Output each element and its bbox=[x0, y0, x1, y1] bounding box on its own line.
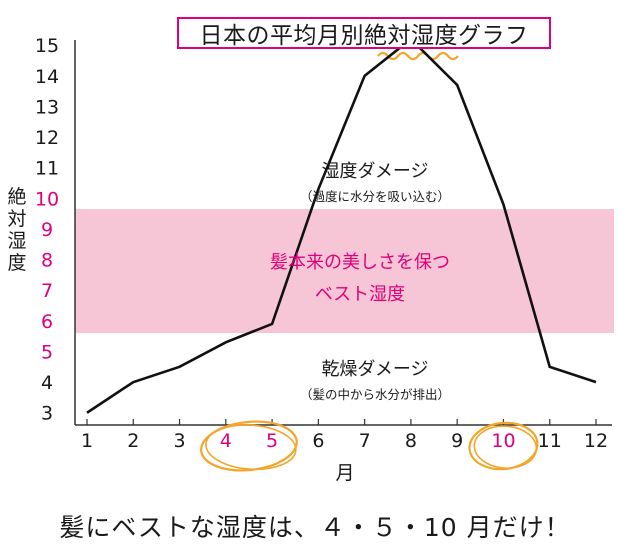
chart-title: 日本の平均月別絶対湿度グラフ bbox=[177, 17, 551, 49]
x-tick-label: 4 bbox=[220, 430, 232, 452]
y-tick-label: 15 bbox=[35, 35, 59, 57]
x-tick-label: 9 bbox=[451, 430, 463, 452]
x-tick-label: 5 bbox=[266, 430, 278, 452]
y-tick-label: 6 bbox=[41, 311, 53, 333]
best-humidity-band-line-2: ベスト湿度 bbox=[314, 284, 406, 305]
y-tick-label: 14 bbox=[35, 66, 59, 88]
y-axis-label: 絶対湿度 bbox=[7, 186, 27, 274]
footer-caption: 髪にベストな湿度は、４・５・10 月だけ！ bbox=[59, 513, 571, 542]
best-humidity-band bbox=[75, 209, 614, 334]
y-tick-label: 13 bbox=[35, 96, 59, 118]
annotation-dryness-damage-note: （髪の中から水分が排出） bbox=[299, 387, 450, 402]
y-tick-label: 11 bbox=[35, 158, 59, 180]
x-tick-label: 2 bbox=[127, 430, 139, 452]
highlight-circle-apr-may-stroke-2 bbox=[205, 424, 297, 471]
annotation-humidity-damage: 湿度ダメージ （過度に水分を吸い込む） bbox=[280, 157, 470, 205]
x-tick-label: 8 bbox=[405, 430, 417, 452]
x-tick-label: 7 bbox=[359, 430, 371, 452]
y-tick-label: 7 bbox=[41, 280, 53, 302]
humidity-series-line bbox=[86, 37, 597, 414]
title-wavy-underline bbox=[377, 51, 459, 61]
x-tick-label: 1 bbox=[81, 430, 93, 452]
best-humidity-band-line-1: 髪本来の美しさを保つ bbox=[270, 252, 450, 273]
highlight-circle-oct-stroke-2 bbox=[473, 425, 538, 469]
annotation-dryness-damage-title: 乾燥ダメージ bbox=[321, 359, 429, 380]
x-tick-label: 3 bbox=[173, 430, 185, 452]
x-tick-label: 11 bbox=[538, 430, 562, 452]
y-tick-label: 12 bbox=[35, 127, 59, 149]
y-tick-label: 9 bbox=[41, 219, 53, 241]
x-tick-label: 6 bbox=[312, 430, 324, 452]
annotation-humidity-damage-title: 湿度ダメージ bbox=[321, 161, 429, 182]
y-tick-label: 8 bbox=[41, 250, 53, 272]
x-tick-label: 12 bbox=[584, 430, 608, 452]
annotation-humidity-damage-note: （過度に水分を吸い込む） bbox=[299, 189, 450, 204]
annotation-dryness-damage: 乾燥ダメージ （髪の中から水分が排出） bbox=[280, 355, 470, 403]
y-tick-label: 5 bbox=[41, 341, 53, 363]
y-tick-label: 10 bbox=[35, 188, 59, 210]
y-tick-label: 3 bbox=[41, 403, 53, 425]
y-tick-label: 4 bbox=[41, 372, 53, 394]
best-humidity-band-label: 髪本来の美しさを保つ ベスト湿度 bbox=[240, 247, 480, 311]
x-axis-label: 月 bbox=[335, 462, 355, 484]
x-tick-label: 10 bbox=[491, 430, 515, 452]
